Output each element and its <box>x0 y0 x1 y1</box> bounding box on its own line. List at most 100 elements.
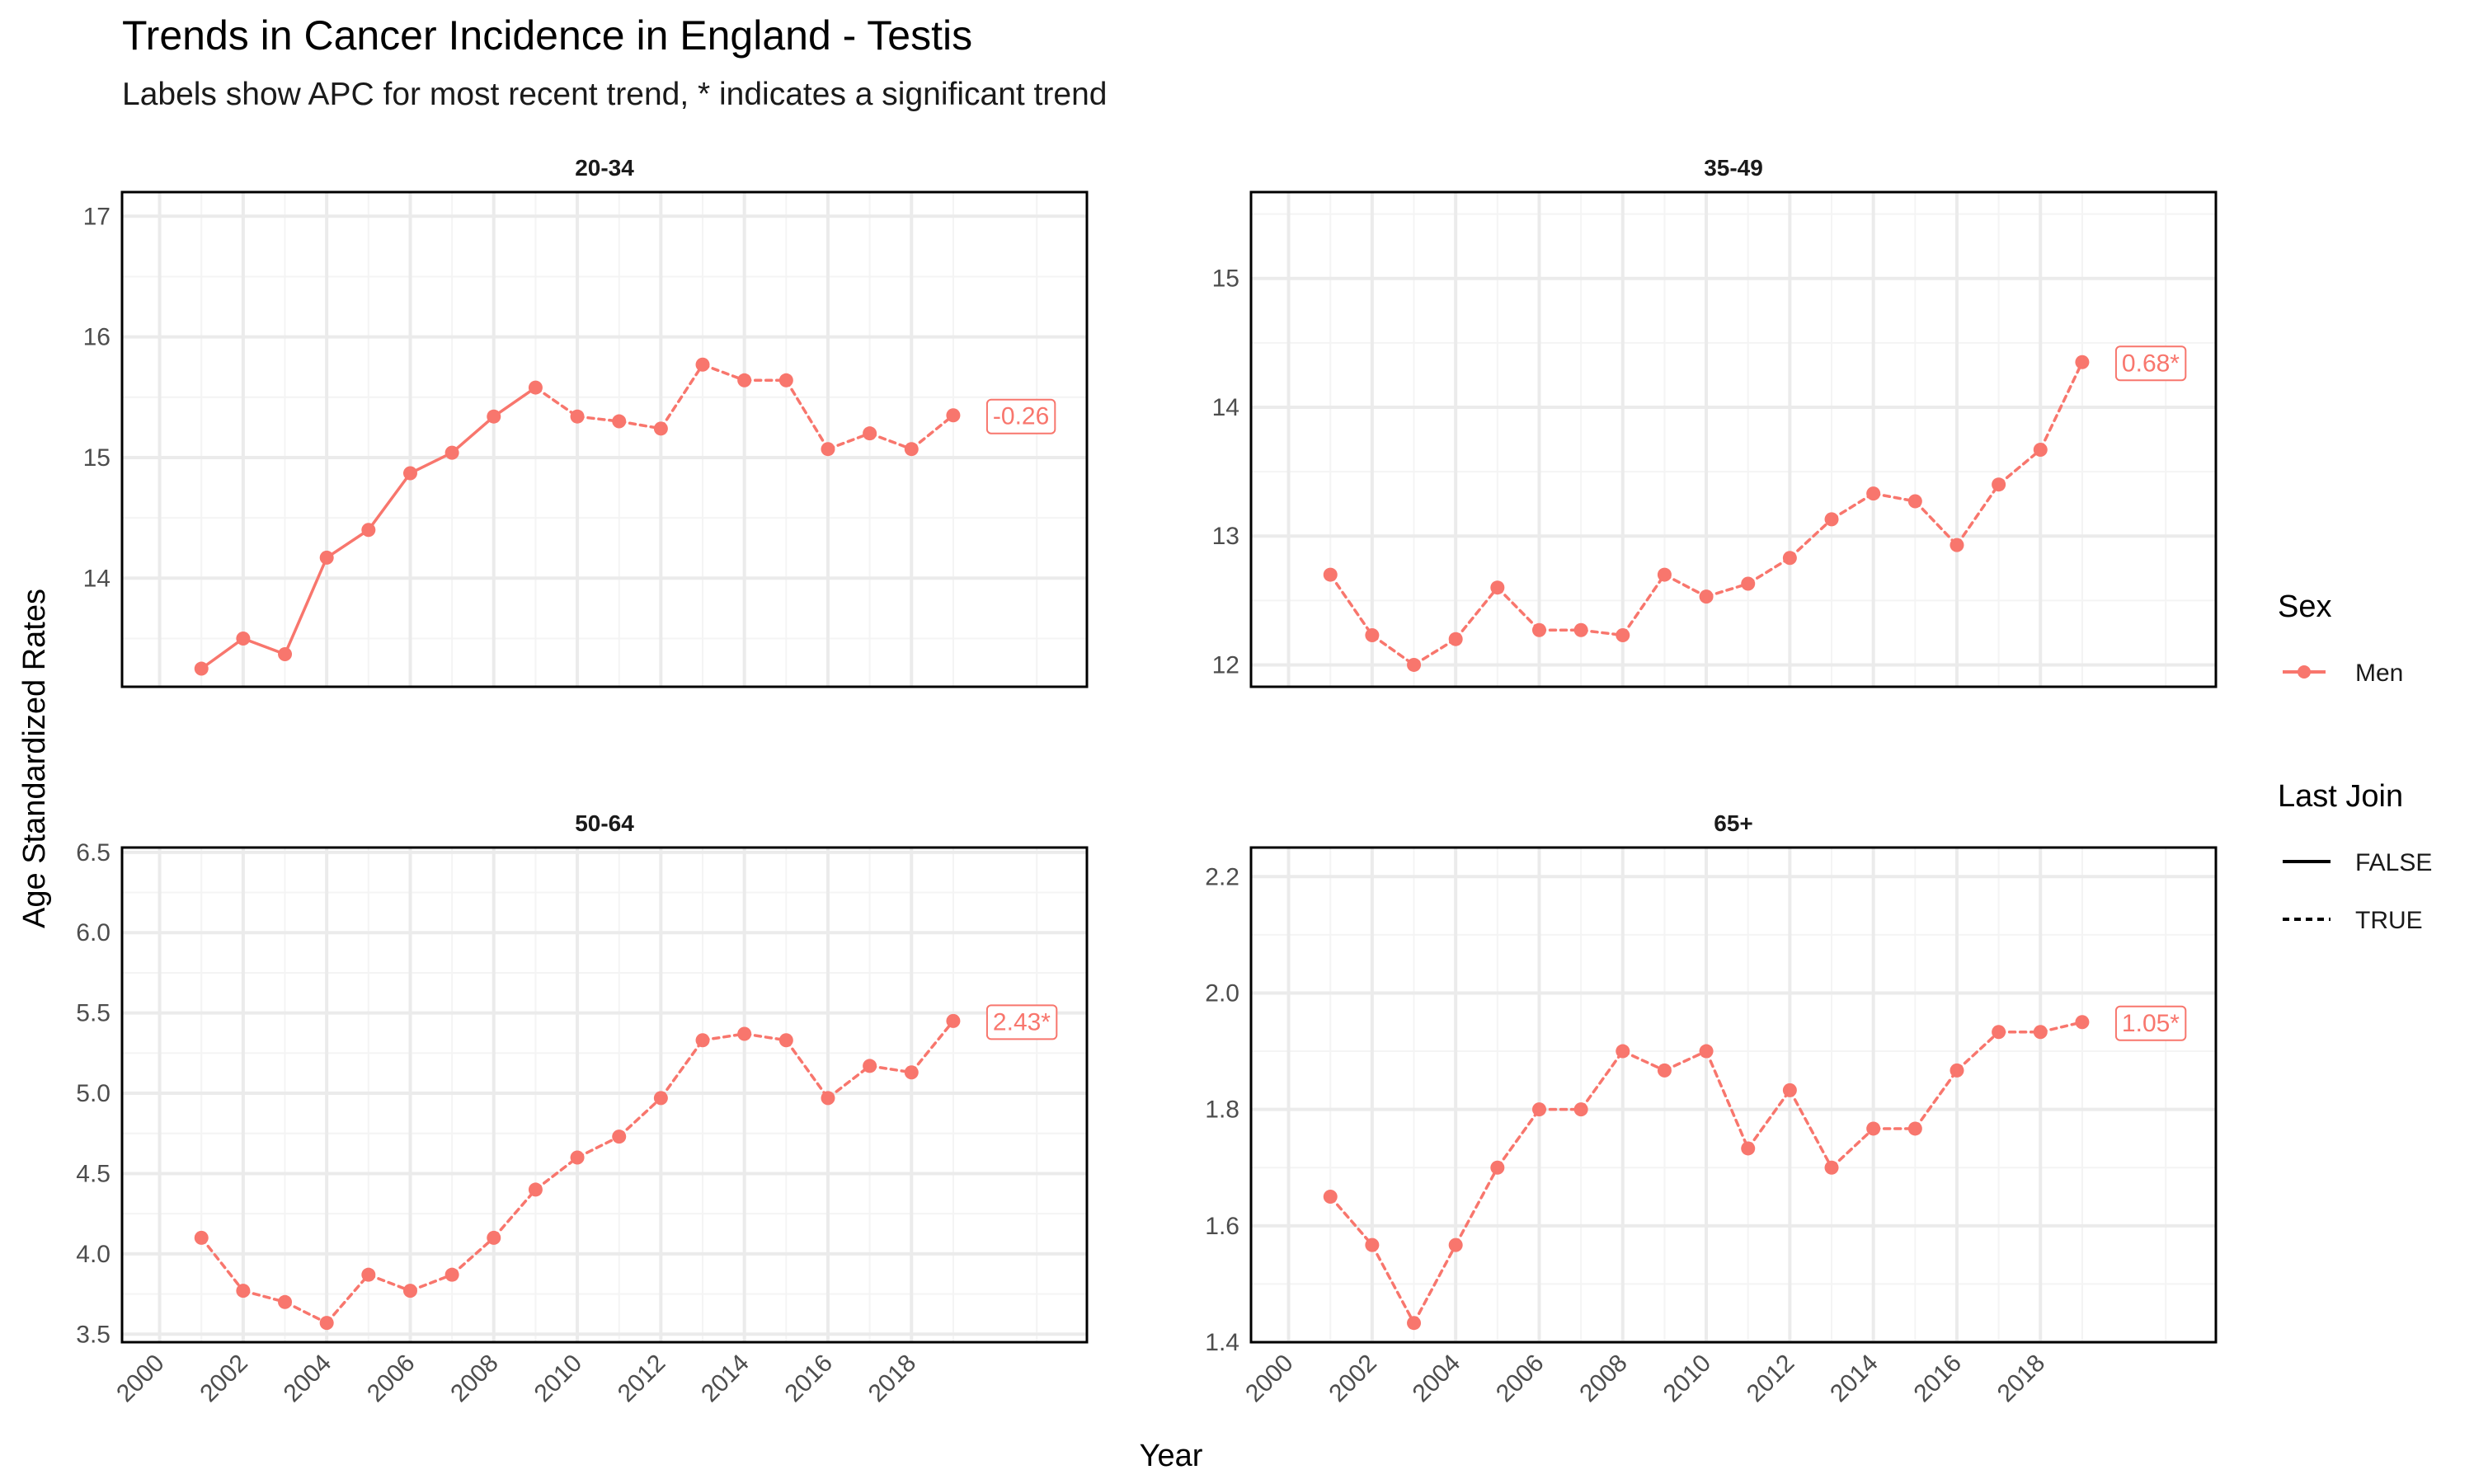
data-point <box>1950 538 1964 552</box>
series-line-segment <box>534 1156 579 1191</box>
data-point <box>1992 477 2006 492</box>
apc-label: 2.43* <box>993 1008 1051 1036</box>
data-point <box>487 409 501 424</box>
legend-join-title: Last Join <box>2278 779 2403 814</box>
data-point <box>612 1129 627 1144</box>
series-line-segment <box>1955 482 2001 547</box>
data-point <box>946 1013 961 1028</box>
series-line-segment <box>367 1273 412 1293</box>
data-point <box>570 1150 585 1165</box>
series-line-segment <box>492 386 538 418</box>
data-point <box>737 1026 752 1041</box>
series-line-segment <box>2039 1021 2084 1034</box>
data-point <box>361 1267 376 1282</box>
series-line-segment <box>1913 500 1959 547</box>
series-line-segment <box>1913 1068 1959 1130</box>
data-point <box>946 408 961 423</box>
legend-sex-title: Sex <box>2278 589 2331 624</box>
data-point <box>402 1284 417 1298</box>
y-tick-label: 15 <box>1212 265 1239 293</box>
series-line-segment <box>1830 1127 1875 1169</box>
data-point <box>1741 1141 1756 1156</box>
data-point <box>1573 1102 1588 1117</box>
y-tick-label: 4.5 <box>76 1160 111 1187</box>
series-line-segment <box>1329 573 1374 637</box>
series-line-segment <box>1746 1088 1792 1150</box>
y-tick-label: 15 <box>83 444 111 472</box>
panel-border <box>1249 846 2218 1344</box>
series-line-segment <box>1746 556 1792 585</box>
y-tick-label: 6.0 <box>76 919 111 946</box>
data-point <box>2075 1015 2090 1030</box>
data-point <box>1824 512 1839 527</box>
series-line-segment <box>1830 491 1875 521</box>
data-point <box>194 661 209 676</box>
x-tick-label: 2008 <box>445 1350 504 1408</box>
data-point <box>1657 567 1672 582</box>
facet-label: 20-34 <box>575 155 634 181</box>
series-line-segment <box>576 1134 621 1159</box>
x-tick-label: 2014 <box>1825 1350 1884 1408</box>
series-line-segment <box>868 431 914 451</box>
data-point <box>1782 1082 1797 1097</box>
series-line-segment <box>868 1064 914 1074</box>
y-tick-label: 2.2 <box>1205 863 1239 890</box>
y-tick-label: 6.5 <box>76 839 111 866</box>
x-tick-label: 2010 <box>1658 1350 1717 1408</box>
series-line-segment <box>1705 1050 1750 1150</box>
series-line-segment <box>617 1097 663 1139</box>
series-line-segment <box>701 1032 746 1042</box>
series-line-segment <box>1955 1031 2001 1073</box>
data-point <box>278 1294 293 1309</box>
series-line-segment <box>450 1236 496 1276</box>
data-point <box>904 442 919 457</box>
data-point <box>1907 494 1922 509</box>
data-point <box>194 1230 209 1245</box>
x-tick-label: 2006 <box>362 1350 421 1408</box>
panel-border <box>1249 190 2218 688</box>
legend: Sex Men Last Join FALSE TRUE <box>2278 589 2432 934</box>
series-line-segment <box>1454 585 1499 641</box>
data-point <box>570 409 585 424</box>
data-point <box>319 1316 334 1331</box>
series-line-segment <box>1705 582 1750 599</box>
data-point <box>778 1033 793 1048</box>
series-line-segment <box>492 1188 538 1240</box>
data-point <box>1490 580 1505 595</box>
data-point <box>653 421 668 436</box>
y-tick-label: 14 <box>83 565 111 592</box>
y-tick-label: 17 <box>83 203 111 230</box>
data-point <box>821 1091 835 1106</box>
legend-sex-item-men: Men <box>2355 660 2403 687</box>
x-tick-label: 2004 <box>1408 1350 1466 1408</box>
apc-label-box <box>985 1004 1058 1040</box>
data-point <box>1448 632 1463 646</box>
y-tick-label: 4.0 <box>76 1241 111 1268</box>
series-line-segment <box>283 1300 328 1325</box>
data-point <box>1992 1025 2006 1040</box>
y-tick-label: 2.0 <box>1205 979 1239 1007</box>
series-line-segment <box>1621 573 1667 637</box>
y-tick-label: 1.8 <box>1205 1097 1239 1124</box>
data-point <box>1866 1121 1881 1136</box>
data-point <box>1323 1190 1338 1205</box>
series-line-segment <box>367 472 412 532</box>
series-line-segment <box>784 1039 830 1100</box>
series-line-segment <box>910 413 955 451</box>
x-tick-label: 2018 <box>1992 1350 2051 1408</box>
facet-label: 35-49 <box>1704 155 1763 181</box>
data-point <box>528 1182 543 1197</box>
series-line-segment <box>534 386 579 418</box>
series-line-segment <box>659 1039 704 1100</box>
series-line-segment <box>325 528 370 560</box>
data-point <box>1616 1044 1630 1059</box>
legend-join-false-label: FALSE <box>2355 849 2432 876</box>
y-tick-label: 14 <box>1212 394 1239 421</box>
series-line-segment <box>1454 1166 1499 1247</box>
data-point <box>1907 1121 1922 1136</box>
y-tick-label: 12 <box>1212 651 1239 679</box>
panel-35-49: 35-49 12 13 14 15 0.68* <box>1212 155 2218 688</box>
x-tick-label: 2008 <box>1574 1350 1633 1408</box>
series-line-segment <box>1412 637 1457 667</box>
